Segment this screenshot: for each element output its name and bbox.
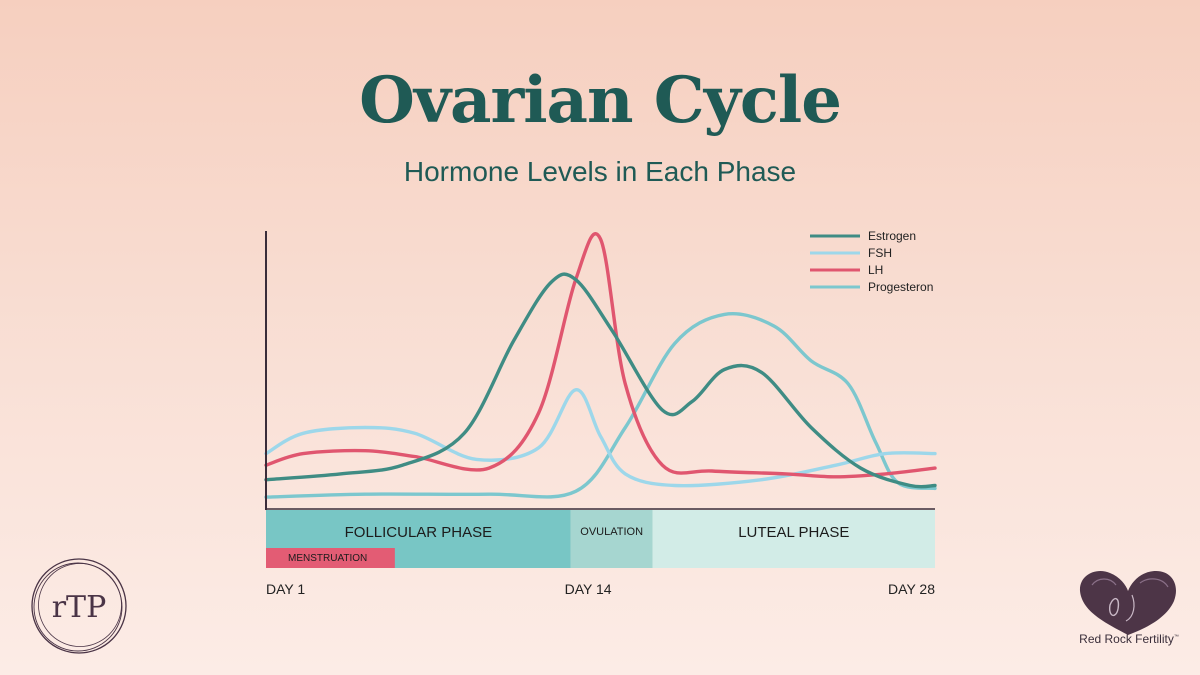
rtp-logo-text: rTP	[52, 590, 107, 625]
x-tick-label-day-14: DAY 14	[565, 581, 612, 597]
phase-band-ovulation	[570, 510, 653, 568]
legend-label-progesteron: Progesteron	[868, 280, 933, 294]
x-tick-labels: DAY 1 DAY 14 DAY 28	[266, 581, 935, 597]
phase-label-ovulation: OVULATION	[580, 526, 643, 538]
brand-name-text: Red Rock Fertility	[1079, 632, 1174, 646]
chart-title: Ovarian Cycle	[359, 63, 842, 138]
phase-label-luteal-phase: LUTEAL PHASE	[738, 524, 849, 541]
phase-band-luteal-phase	[652, 510, 935, 568]
phase-label-follicular-phase: FOLLICULAR PHASE	[345, 524, 493, 541]
series-line-lh	[264, 232, 937, 479]
menstruation-band	[266, 548, 395, 568]
series-lines	[264, 232, 937, 499]
x-tick-label-day-28: DAY 28	[888, 581, 935, 597]
x-tick-label-day-1: DAY 1	[266, 581, 305, 597]
series-line-fsh	[264, 388, 937, 488]
series-line-estrogen	[264, 272, 937, 489]
legend: Estrogen FSH LH Progesteron	[810, 229, 933, 294]
menstruation-label: MENSTRUATION	[288, 553, 367, 564]
series-line-progesteron	[264, 312, 937, 499]
legend-label-estrogen: Estrogen	[868, 229, 916, 243]
phase-band-group: FOLLICULAR PHASE OVULATION LUTEAL PHASE MEN…	[266, 510, 935, 568]
brand-name: Red Rock Fertility™	[1070, 632, 1188, 646]
legend-label-lh: LH	[868, 263, 883, 277]
rtp-logo-icon: rTP	[31, 558, 127, 654]
brand-trademark: ™	[1173, 634, 1179, 640]
chart-subtitle: Hormone Levels in Each Phase	[403, 156, 797, 187]
legend-label-fsh: FSH	[868, 246, 892, 260]
red-rock-heart-icon	[1079, 571, 1176, 635]
